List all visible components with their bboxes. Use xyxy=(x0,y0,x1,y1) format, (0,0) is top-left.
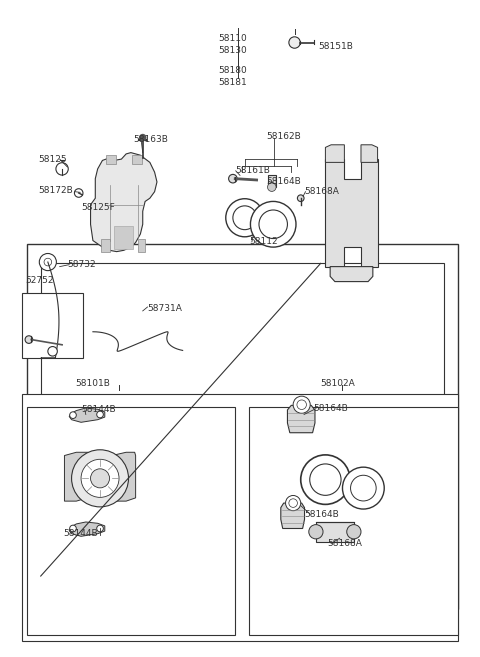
Ellipse shape xyxy=(70,525,76,532)
Bar xyxy=(250,407,458,635)
Ellipse shape xyxy=(342,467,384,509)
Ellipse shape xyxy=(72,450,129,507)
Ellipse shape xyxy=(233,206,257,230)
Text: 58164B: 58164B xyxy=(313,404,348,413)
Text: 58144B: 58144B xyxy=(81,405,116,415)
Ellipse shape xyxy=(267,183,276,191)
Text: 58125F: 58125F xyxy=(81,204,115,212)
Text: 58102A: 58102A xyxy=(321,379,355,388)
Ellipse shape xyxy=(289,37,300,48)
Bar xyxy=(22,394,458,641)
Bar xyxy=(101,239,109,252)
Text: 58110: 58110 xyxy=(219,34,247,43)
Polygon shape xyxy=(325,159,378,267)
Text: 58168A: 58168A xyxy=(304,187,339,196)
Ellipse shape xyxy=(310,464,341,495)
Text: 58164B: 58164B xyxy=(266,177,301,186)
Ellipse shape xyxy=(226,198,264,237)
Ellipse shape xyxy=(96,525,103,532)
Ellipse shape xyxy=(56,163,68,175)
Text: 58130: 58130 xyxy=(219,46,247,55)
Bar xyxy=(106,154,116,164)
Bar xyxy=(267,175,276,187)
Bar xyxy=(22,292,84,358)
Bar xyxy=(26,244,458,608)
Polygon shape xyxy=(288,405,315,433)
Text: 58731A: 58731A xyxy=(147,304,182,313)
Ellipse shape xyxy=(297,400,306,409)
Ellipse shape xyxy=(309,524,323,539)
Polygon shape xyxy=(330,267,373,282)
Ellipse shape xyxy=(48,346,57,356)
Bar xyxy=(41,263,444,576)
Text: 58151B: 58151B xyxy=(318,42,353,51)
Bar xyxy=(132,154,142,164)
Text: 58161B: 58161B xyxy=(235,166,270,175)
Ellipse shape xyxy=(289,499,298,507)
Ellipse shape xyxy=(301,455,350,505)
Text: 58125: 58125 xyxy=(38,154,67,164)
Ellipse shape xyxy=(39,254,56,271)
Bar xyxy=(138,239,145,252)
Text: 58101B: 58101B xyxy=(75,379,110,388)
Polygon shape xyxy=(69,408,105,422)
Ellipse shape xyxy=(347,524,361,539)
Ellipse shape xyxy=(44,258,52,266)
Ellipse shape xyxy=(259,210,288,238)
Bar xyxy=(316,522,354,541)
Ellipse shape xyxy=(228,174,237,183)
Text: 58112: 58112 xyxy=(250,237,278,246)
Text: 52752: 52752 xyxy=(25,277,54,285)
Text: 58732: 58732 xyxy=(67,260,96,269)
Ellipse shape xyxy=(91,469,109,488)
Bar xyxy=(114,226,133,249)
Ellipse shape xyxy=(286,495,301,510)
Text: 58144B: 58144B xyxy=(64,529,98,538)
Ellipse shape xyxy=(350,475,376,501)
Polygon shape xyxy=(69,522,105,536)
Text: 58181: 58181 xyxy=(219,78,247,87)
Text: 58168A: 58168A xyxy=(328,539,363,548)
Polygon shape xyxy=(64,452,88,501)
Ellipse shape xyxy=(25,336,33,344)
Bar xyxy=(26,407,235,635)
Ellipse shape xyxy=(293,396,310,413)
Text: 58162B: 58162B xyxy=(266,132,301,141)
Ellipse shape xyxy=(81,459,119,497)
Ellipse shape xyxy=(96,411,103,418)
Ellipse shape xyxy=(251,202,296,247)
Polygon shape xyxy=(361,145,378,162)
Polygon shape xyxy=(281,503,304,528)
Text: 58163B: 58163B xyxy=(133,135,168,144)
Polygon shape xyxy=(91,152,157,252)
Ellipse shape xyxy=(74,189,83,197)
Polygon shape xyxy=(112,452,136,501)
Text: 58164B: 58164B xyxy=(304,510,339,518)
Ellipse shape xyxy=(139,134,146,141)
Ellipse shape xyxy=(298,195,304,202)
Ellipse shape xyxy=(70,412,76,419)
Text: 58180: 58180 xyxy=(219,66,247,75)
Polygon shape xyxy=(325,145,344,162)
Text: 58172B: 58172B xyxy=(38,186,73,195)
